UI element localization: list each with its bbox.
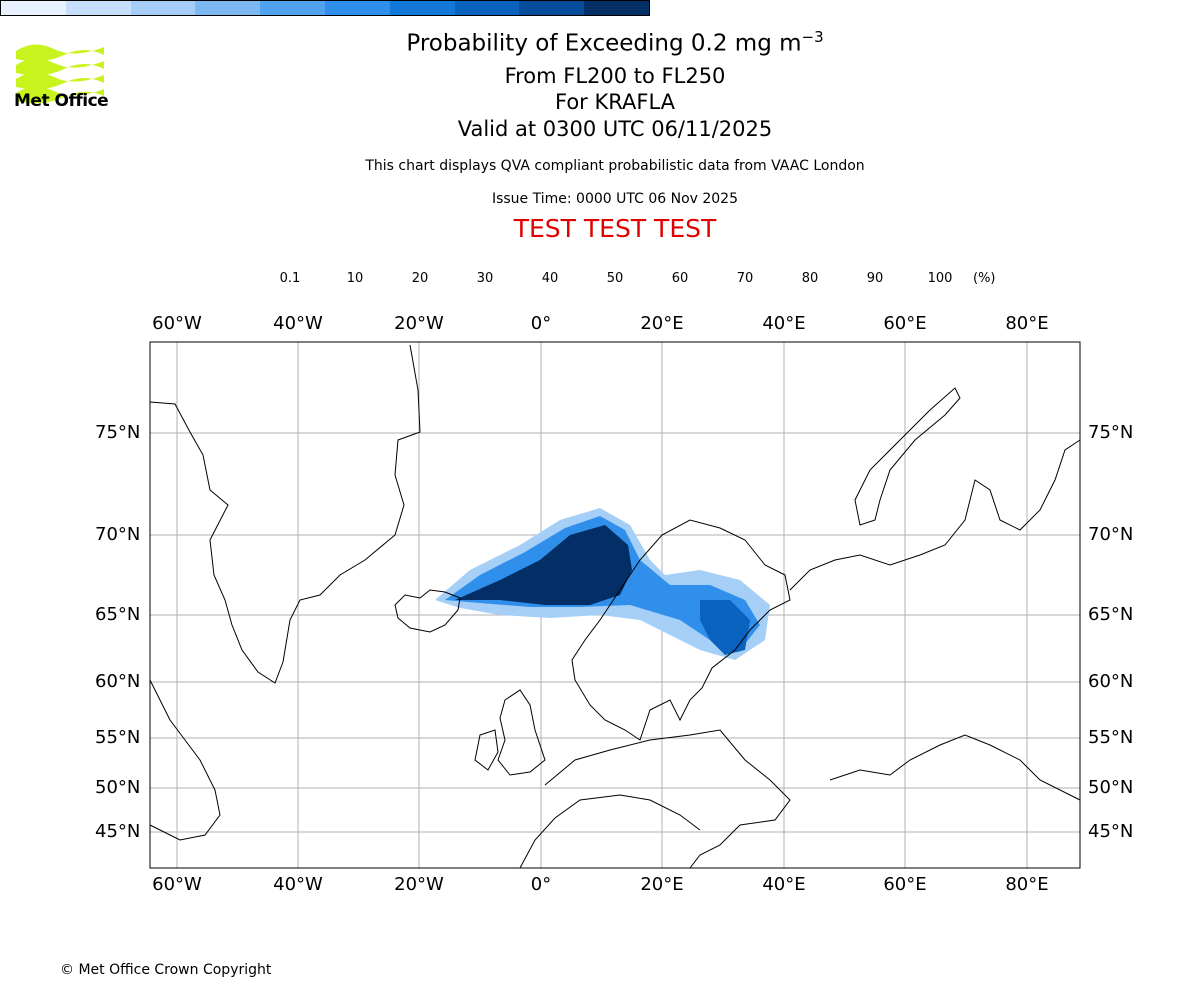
colorbar-units: (%) (973, 271, 996, 286)
latitude-label: 75°N (1088, 422, 1134, 443)
longitude-label: 60°W (152, 874, 202, 895)
longitude-label: 60°E (883, 313, 927, 334)
colorbar-tick-label: 90 (866, 271, 884, 286)
coastline-greenland (149, 344, 421, 684)
latitude-label: 70°N (1088, 524, 1134, 545)
chart-title: Probability of Exceeding 0.2 mg m−3 (406, 28, 824, 57)
latitude-label: 55°N (95, 727, 141, 748)
plume-contour (455, 525, 632, 605)
coastline-scandinavia (571, 519, 791, 741)
colorbar-segment (324, 1, 390, 15)
colorbar-segment (1, 1, 66, 15)
ash-probability-plume (435, 508, 770, 660)
volcano-name: For KRAFLA (555, 90, 675, 114)
coastline-russia (789, 439, 1081, 591)
colorbar-segment (65, 1, 131, 15)
met-office-logo (16, 44, 104, 104)
coastlines (149, 344, 1081, 869)
coastline-ireland (474, 729, 499, 771)
longitude-label: 20°E (640, 874, 684, 895)
longitude-label: 20°E (640, 313, 684, 334)
longitude-label: 40°E (762, 874, 806, 895)
probability-colorbar (0, 0, 650, 16)
colorbar-tick-label: 20 (411, 271, 429, 286)
longitude-label: 40°W (273, 874, 323, 895)
coastline-iceland (394, 589, 461, 633)
valid-time: Valid at 0300 UTC 06/11/2025 (457, 117, 773, 141)
coastline-novaya-zemlya (854, 387, 961, 526)
latitude-label: 60°N (1088, 671, 1134, 692)
coastline-europe (519, 729, 791, 869)
colorbar-segment (195, 1, 261, 15)
latitude-label: 50°N (95, 777, 141, 798)
longitude-label: 40°E (762, 313, 806, 334)
latitude-label: 65°N (1088, 604, 1134, 625)
plume-contour (700, 600, 750, 655)
latitude-label: 65°N (95, 604, 141, 625)
copyright-footer: © Met Office Crown Copyright (60, 962, 272, 978)
longitude-label: 20°W (394, 874, 444, 895)
source-note: This chart displays QVA compliant probab… (365, 158, 865, 174)
colorbar-tick-label: 10 (346, 271, 364, 286)
colorbar-tick-label: 30 (476, 271, 494, 286)
colorbar-segment (260, 1, 325, 15)
colorbar-segment (584, 1, 649, 15)
flight-level-range: From FL200 to FL250 (504, 64, 726, 88)
colorbar-segment (389, 1, 455, 15)
latitude-label: 75°N (95, 422, 141, 443)
colorbar-tick-label: 70 (736, 271, 754, 286)
latitude-label: 45°N (95, 821, 141, 842)
latitude-label: 50°N (1088, 777, 1134, 798)
colorbar-tick-label: 0.1 (279, 271, 301, 286)
latitude-label: 60°N (95, 671, 141, 692)
test-banner: TEST TEST TEST (513, 214, 717, 243)
colorbar-segment (519, 1, 585, 15)
logo-wordmark: Met Office (14, 91, 109, 111)
colorbar-tick-label: 100 (927, 271, 953, 286)
colorbar-tick-label: 60 (671, 271, 689, 286)
longitude-label: 0° (530, 874, 552, 895)
longitude-label: 0° (530, 313, 552, 334)
colorbar-tick-label: 50 (606, 271, 624, 286)
longitude-label: 20°W (394, 313, 444, 334)
longitude-label: 40°W (273, 313, 323, 334)
latitude-label: 70°N (95, 524, 141, 545)
colorbar-segment (454, 1, 520, 15)
colorbar-tick-label: 80 (801, 271, 819, 286)
map-frame (149, 341, 1081, 869)
latitude-label: 55°N (1088, 727, 1134, 748)
longitude-label: 60°W (152, 313, 202, 334)
longitude-label: 80°E (1005, 874, 1049, 895)
longitude-label: 80°E (1005, 313, 1049, 334)
coastline-caspian-black (829, 734, 1081, 801)
issue-time: Issue Time: 0000 UTC 06 Nov 2025 (491, 191, 739, 207)
longitude-label: 60°E (883, 874, 927, 895)
coastline-labrador (149, 679, 221, 841)
coastline-britain (497, 689, 546, 776)
colorbar-tick-label: 40 (541, 271, 559, 286)
colorbar-segment (130, 1, 196, 15)
latitude-label: 45°N (1088, 821, 1134, 842)
